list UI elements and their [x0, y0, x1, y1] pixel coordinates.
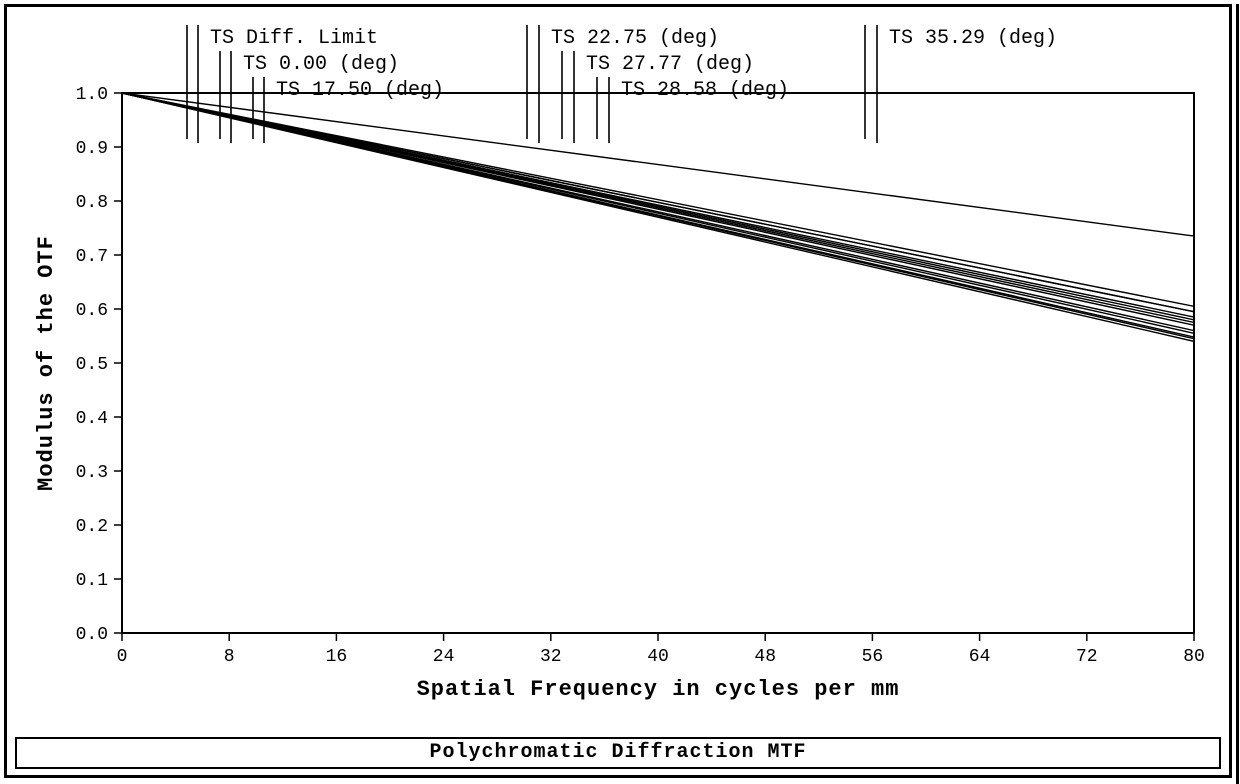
- x-tick-label: 64: [969, 647, 991, 667]
- y-tick-label: 1.0: [76, 85, 108, 105]
- y-tick-label: 0.3: [76, 463, 108, 483]
- x-tick-label: 48: [754, 647, 776, 667]
- x-tick-label: 56: [862, 647, 884, 667]
- series-line: [122, 93, 1194, 306]
- y-tick-label: 0.1: [76, 571, 108, 591]
- x-tick-label: 80: [1183, 647, 1205, 667]
- y-tick-label: 0.5: [76, 355, 108, 375]
- mtf-chart-svg: 0 8 16 24 32 40 48 56 64 72 80 0.0 0.1 0.2 0.3 0.4 0.5 0.…: [17, 15, 1217, 735]
- series-line: [122, 93, 1194, 325]
- chart-title: Polychromatic Diffraction MTF: [429, 741, 806, 764]
- legend-label: TS 35.29 (deg): [889, 27, 1057, 50]
- chart-area: 0 8 16 24 32 40 48 56 64 72 80 0.0 0.1 0.2 0.3 0.4 0.5 0.…: [17, 15, 1217, 735]
- series-line: [122, 93, 1194, 341]
- frame-double-right: [1236, 4, 1239, 784]
- x-axis-label: Spatial Frequency in cycles per mm: [417, 677, 900, 702]
- chart-title-bar: Polychromatic Diffraction MTF: [15, 737, 1221, 769]
- y-tick-label: 0.2: [76, 517, 108, 537]
- legend-label: TS 0.00 (deg): [243, 53, 399, 76]
- x-tick-label: 32: [540, 647, 562, 667]
- x-tick-label: 8: [224, 647, 235, 667]
- x-tick-label: 72: [1076, 647, 1098, 667]
- legend-label: TS 22.75 (deg): [551, 27, 719, 50]
- legend-label: TS 17.50 (deg): [276, 79, 444, 102]
- legend-label: TS 27.77 (deg): [586, 53, 754, 76]
- y-tick-label: 0.0: [76, 625, 108, 645]
- series-line: [122, 93, 1194, 312]
- series-group: [122, 93, 1194, 341]
- x-tick-label: 40: [647, 647, 669, 667]
- y-tick-label: 0.6: [76, 301, 108, 321]
- x-tick-label: 24: [433, 647, 455, 667]
- y-tick-label: 0.9: [76, 139, 108, 159]
- legend-label: TS 28.58 (deg): [621, 79, 789, 102]
- y-tick-label: 0.7: [76, 247, 108, 267]
- chart-frame: 0 8 16 24 32 40 48 56 64 72 80 0.0 0.1 0.2 0.3 0.4 0.5 0.…: [4, 4, 1232, 778]
- y-axis-label: Modulus of the OTF: [34, 235, 59, 491]
- x-tick-label: 0: [117, 647, 128, 667]
- y-tick-label: 0.4: [76, 409, 108, 429]
- y-tick-label: 0.8: [76, 193, 108, 213]
- series-line: [122, 93, 1194, 320]
- legend-label: TS Diff. Limit: [210, 27, 378, 50]
- plot-box: [122, 93, 1194, 633]
- x-tick-label: 16: [326, 647, 348, 667]
